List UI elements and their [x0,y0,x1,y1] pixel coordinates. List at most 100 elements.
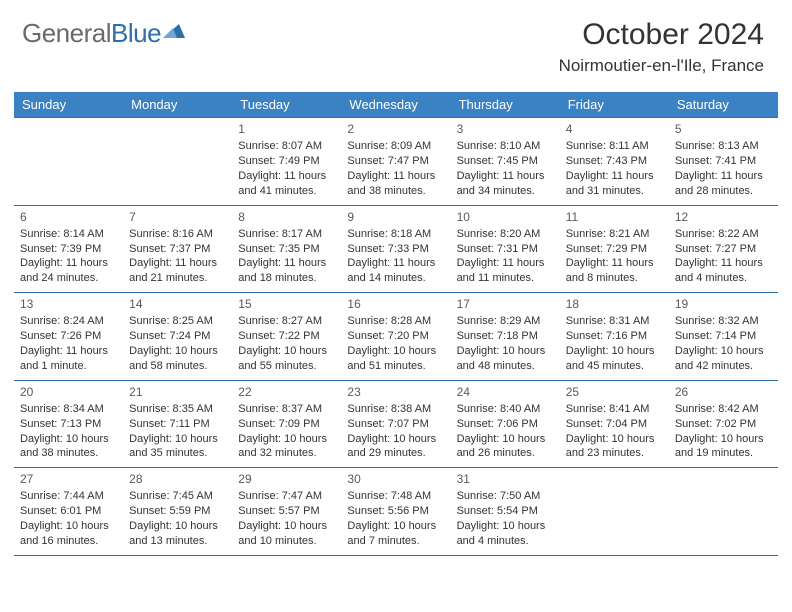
day-number: 10 [457,209,554,225]
day-number: 7 [129,209,226,225]
calendar-cell-empty [123,118,232,206]
calendar-cell: 26 Sunrise: 8:42 AMSunset: 7:02 PMDayligh… [669,380,778,468]
logo-triangle-icon [163,18,185,49]
day-details: Sunrise: 8:11 AMSunset: 7:43 PMDaylight:… [566,139,663,198]
calendar-cell-empty [14,118,123,206]
day-number: 15 [238,296,335,312]
calendar-cell: 13Sunrise: 8:24 AMSunset: 7:26 PMDayligh… [14,293,123,381]
day-details: Sunrise: 7:44 AMSunset: 6:01 PMDaylight:… [20,489,117,548]
calendar-cell: 14Sunrise: 8:25 AMSunset: 7:24 PMDayligh… [123,293,232,381]
day-header: Tuesday [232,92,341,118]
calendar-cell: 29 Sunrise: 7:47 AMSunset: 5:57 PMDayligh… [232,468,341,556]
calendar-cell-empty [669,468,778,556]
logo-text-blue: Blue [111,18,161,49]
day-details: Sunrise: 8:31 AMSunset: 7:16 PMDaylight:… [566,314,663,373]
title-block: October 2024 Noirmoutier-en-l'Ile, Franc… [559,18,764,76]
day-number: 20 [20,384,117,400]
calendar-cell: 4Sunrise: 8:11 AMSunset: 7:43 PMDaylight… [560,118,669,206]
day-header: Thursday [451,92,560,118]
calendar-row: 27 Sunrise: 7:44 AMSunset: 6:01 PMDayligh… [14,468,778,556]
calendar-cell-empty [560,468,669,556]
day-details: Sunrise: 8:22 AMSunset: 7:27 PMDaylight:… [675,227,772,286]
day-header: Wednesday [341,92,450,118]
day-number: 23 [347,384,444,400]
calendar-cell: 20 Sunrise: 8:34 AMSunset: 7:13 PMDayligh… [14,380,123,468]
calendar-cell: 19Sunrise: 8:32 AMSunset: 7:14 PMDayligh… [669,293,778,381]
calendar-body: 1 Sunrise: 8:07 AMSunset: 7:49 PMDaylight… [14,118,778,556]
calendar-cell: 9 Sunrise: 8:18 AMSunset: 7:33 PMDaylight… [341,205,450,293]
calendar-cell: 10 Sunrise: 8:20 AMSunset: 7:31 PMDayligh… [451,205,560,293]
day-details: Sunrise: 8:10 AMSunset: 7:45 PMDaylight:… [457,139,554,198]
day-details: Sunrise: 8:20 AMSunset: 7:31 PMDaylight:… [457,227,554,286]
day-number: 21 [129,384,226,400]
calendar-cell: 21 Sunrise: 8:35 AMSunset: 7:11 PMDayligh… [123,380,232,468]
calendar-head: SundayMondayTuesdayWednesdayThursdayFrid… [14,92,778,118]
day-number: 19 [675,296,772,312]
calendar-cell: 15 Sunrise: 8:27 AMSunset: 7:22 PMDayligh… [232,293,341,381]
day-number: 9 [347,209,444,225]
day-number: 11 [566,209,663,225]
day-details: Sunrise: 8:35 AMSunset: 7:11 PMDaylight:… [129,402,226,461]
day-details: Sunrise: 8:14 AMSunset: 7:39 PMDaylight:… [20,227,117,286]
day-details: Sunrise: 8:27 AMSunset: 7:22 PMDaylight:… [238,314,335,373]
day-details: Sunrise: 8:07 AMSunset: 7:49 PMDaylight:… [238,139,335,198]
logo-text-general: General [22,18,111,49]
header: GeneralBlue October 2024 Noirmoutier-en-… [0,0,792,82]
day-number: 2 [347,121,444,137]
calendar-cell: 16Sunrise: 8:28 AMSunset: 7:20 PMDayligh… [341,293,450,381]
day-number: 6 [20,209,117,225]
day-number: 30 [347,471,444,487]
day-details: Sunrise: 8:42 AMSunset: 7:02 PMDaylight:… [675,402,772,461]
day-details: Sunrise: 8:17 AMSunset: 7:35 PMDaylight:… [238,227,335,286]
day-details: Sunrise: 7:50 AMSunset: 5:54 PMDaylight:… [457,489,554,548]
day-details: Sunrise: 8:40 AMSunset: 7:06 PMDaylight:… [457,402,554,461]
calendar-cell: 30Sunrise: 7:48 AMSunset: 5:56 PMDayligh… [341,468,450,556]
calendar-cell: 7 Sunrise: 8:16 AMSunset: 7:37 PMDaylight… [123,205,232,293]
calendar-cell: 17 Sunrise: 8:29 AMSunset: 7:18 PMDayligh… [451,293,560,381]
day-details: Sunrise: 8:18 AMSunset: 7:33 PMDaylight:… [347,227,444,286]
calendar-cell: 31Sunrise: 7:50 AMSunset: 5:54 PMDayligh… [451,468,560,556]
calendar-row: 13Sunrise: 8:24 AMSunset: 7:26 PMDayligh… [14,293,778,381]
day-number: 14 [129,296,226,312]
calendar-row: 6 Sunrise: 8:14 AMSunset: 7:39 PMDaylight… [14,205,778,293]
day-number: 8 [238,209,335,225]
day-number: 22 [238,384,335,400]
day-number: 28 [129,471,226,487]
day-number: 13 [20,296,117,312]
calendar-cell: 6 Sunrise: 8:14 AMSunset: 7:39 PMDaylight… [14,205,123,293]
day-number: 25 [566,384,663,400]
calendar-cell: 18 Sunrise: 8:31 AMSunset: 7:16 PMDayligh… [560,293,669,381]
day-details: Sunrise: 8:09 AMSunset: 7:47 PMDaylight:… [347,139,444,198]
day-details: Sunrise: 8:29 AMSunset: 7:18 PMDaylight:… [457,314,554,373]
day-number: 24 [457,384,554,400]
day-number: 5 [675,121,772,137]
day-number: 18 [566,296,663,312]
day-number: 12 [675,209,772,225]
day-header: Saturday [669,92,778,118]
calendar-table: SundayMondayTuesdayWednesdayThursdayFrid… [14,92,778,556]
day-number: 26 [675,384,772,400]
calendar-cell: 25 Sunrise: 8:41 AMSunset: 7:04 PMDayligh… [560,380,669,468]
calendar-cell: 12 Sunrise: 8:22 AMSunset: 7:27 PMDayligh… [669,205,778,293]
day-details: Sunrise: 8:16 AMSunset: 7:37 PMDaylight:… [129,227,226,286]
calendar-cell: 24 Sunrise: 8:40 AMSunset: 7:06 PMDayligh… [451,380,560,468]
calendar-cell: 3Sunrise: 8:10 AMSunset: 7:45 PMDaylight… [451,118,560,206]
calendar-cell: 22Sunrise: 8:37 AMSunset: 7:09 PMDayligh… [232,380,341,468]
logo: GeneralBlue [22,18,185,49]
calendar-cell: 28 Sunrise: 7:45 AMSunset: 5:59 PMDayligh… [123,468,232,556]
day-details: Sunrise: 7:47 AMSunset: 5:57 PMDaylight:… [238,489,335,548]
calendar-cell: 1 Sunrise: 8:07 AMSunset: 7:49 PMDaylight… [232,118,341,206]
day-details: Sunrise: 8:41 AMSunset: 7:04 PMDaylight:… [566,402,663,461]
day-number: 29 [238,471,335,487]
day-details: Sunrise: 8:34 AMSunset: 7:13 PMDaylight:… [20,402,117,461]
calendar-row: 1 Sunrise: 8:07 AMSunset: 7:49 PMDaylight… [14,118,778,206]
day-number: 27 [20,471,117,487]
day-number: 1 [238,121,335,137]
calendar-cell: 2 Sunrise: 8:09 AMSunset: 7:47 PMDaylight… [341,118,450,206]
calendar-cell: 5Sunrise: 8:13 AMSunset: 7:41 PMDaylight… [669,118,778,206]
location-label: Noirmoutier-en-l'Ile, France [559,56,764,76]
day-details: Sunrise: 8:38 AMSunset: 7:07 PMDaylight:… [347,402,444,461]
day-number: 17 [457,296,554,312]
day-number: 16 [347,296,444,312]
day-details: Sunrise: 7:45 AMSunset: 5:59 PMDaylight:… [129,489,226,548]
